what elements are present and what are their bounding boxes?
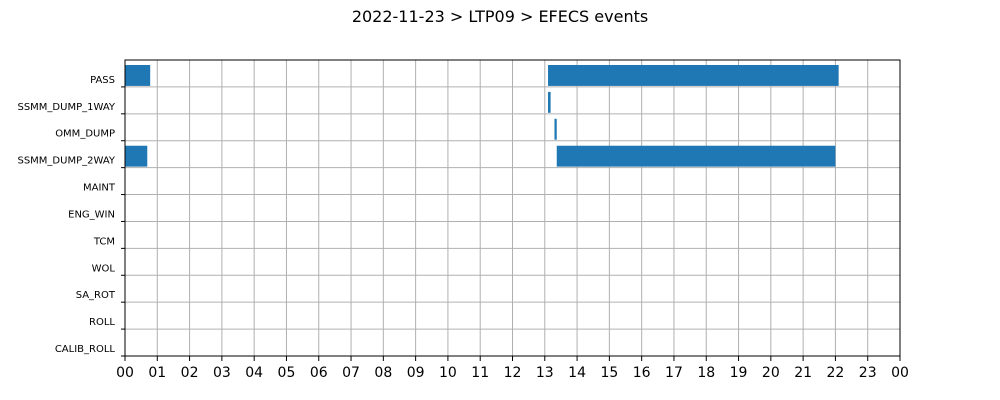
x-tick-label: 23 <box>859 365 877 381</box>
x-tick-label: 13 <box>536 365 554 381</box>
x-tick-label: 05 <box>278 365 296 381</box>
axis-ticks: 00 01 02 03 04 05 06 07 08 09 10 11 12 13 14 15 16 17 18 19… <box>17 75 908 381</box>
x-tick-label: 09 <box>407 365 425 381</box>
event-bar-omm-dump <box>554 118 557 140</box>
x-tick-label: 12 <box>504 365 522 381</box>
x-tick-label: 21 <box>794 365 812 381</box>
event-bar-pass <box>125 65 151 86</box>
event-bar-ssmm-dump-2way <box>556 145 836 167</box>
category-label-pass: PASS <box>90 75 115 86</box>
x-tick-label: 15 <box>600 365 618 381</box>
category-label-sa-rot: SA_ROT <box>76 290 116 301</box>
category-label-omm-dump: OMM_DUMP <box>55 129 115 140</box>
category-label-tcm: TCM <box>93 236 115 247</box>
x-tick-label: 06 <box>310 365 328 381</box>
x-tick-label: 04 <box>245 365 263 381</box>
event-bars <box>125 65 839 167</box>
category-label-roll: ROLL <box>89 317 115 328</box>
x-tick-label: 20 <box>762 365 780 381</box>
x-tick-label: 10 <box>439 365 457 381</box>
x-tick-label: 02 <box>181 365 199 381</box>
chart-title: 2022-11-23 > LTP09 > EFECS events <box>352 7 648 26</box>
x-tick-label: 03 <box>213 365 231 381</box>
event-bar-pass <box>548 65 839 86</box>
event-bar-ssmm-dump-1way <box>548 91 551 113</box>
x-tick-label: 14 <box>568 365 586 381</box>
x-tick-label: 22 <box>827 365 845 381</box>
x-tick-label: 16 <box>633 365 651 381</box>
grid <box>124 60 901 356</box>
category-label-wol: WOL <box>92 263 116 274</box>
x-tick-label: 19 <box>730 365 748 381</box>
category-label-ssmm-dump-1way: SSMM_DUMP_1WAY <box>17 102 115 113</box>
x-tick-label: 08 <box>374 365 392 381</box>
event-bar-ssmm-dump-2way <box>125 145 148 167</box>
x-tick-label: 07 <box>342 365 360 381</box>
x-tick-label: 17 <box>665 365 683 381</box>
x-tick-label: 18 <box>697 365 715 381</box>
x-tick-label: 01 <box>148 365 166 381</box>
x-tick-label: 00 <box>116 365 134 381</box>
x-tick-label: 00 <box>891 365 909 381</box>
category-label-ssmm-dump-2way: SSMM_DUMP_2WAY <box>17 156 115 167</box>
category-label-eng-win: ENG_WIN <box>68 209 115 220</box>
category-label-calib-roll: CALIB_ROLL <box>55 344 116 355</box>
category-label-maint: MAINT <box>83 183 116 194</box>
x-tick-label: 11 <box>471 365 489 381</box>
